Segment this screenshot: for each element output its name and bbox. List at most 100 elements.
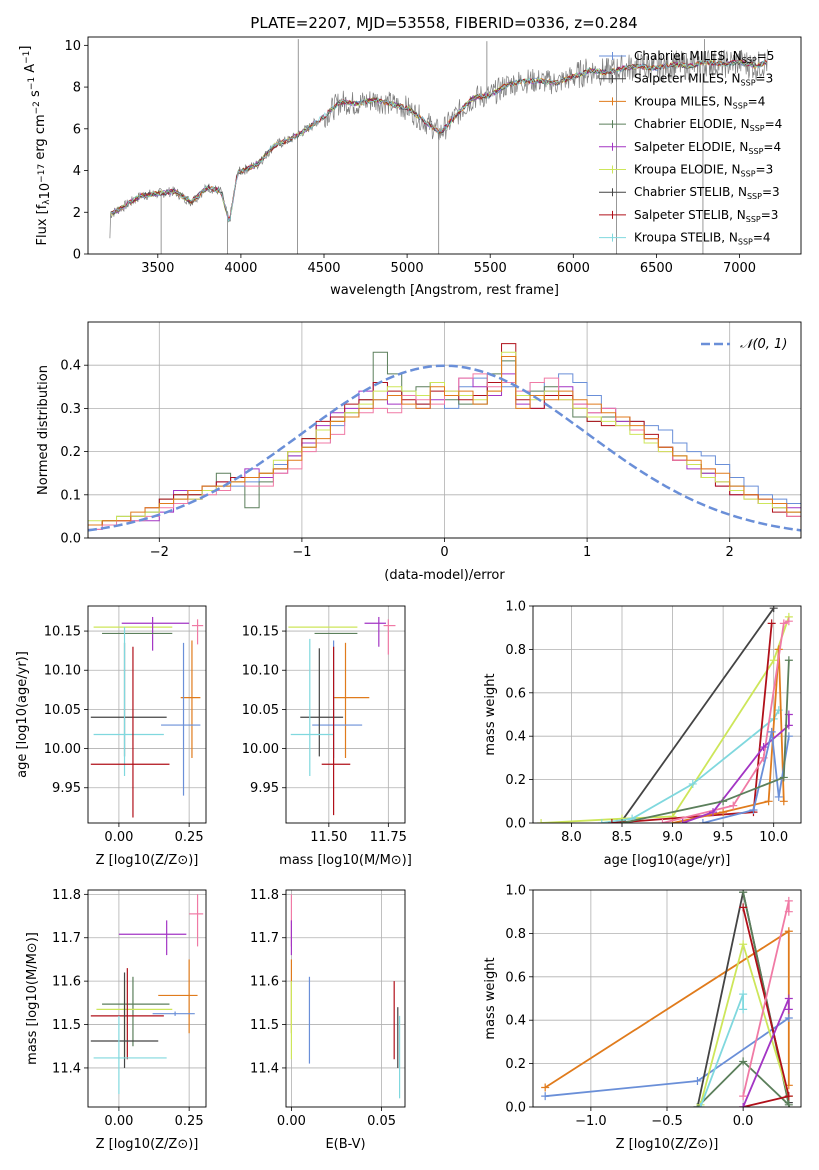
legend-name: Chabrier ELODIE, N [634,117,750,131]
y-tick-label: 0.3 [60,402,81,417]
y-tick-label: 11.4 [250,1061,279,1076]
errorbar-point [90,968,164,1060]
gridlines [88,606,206,823]
y-axis-label-part: s [28,90,43,101]
legend-value: =4 [748,94,766,108]
errorbar-point [118,920,187,956]
y-tick-label: 0.0 [505,817,526,832]
weight-line [699,993,744,1107]
x-tick-label: 5500 [474,261,507,276]
axes-frame [87,889,207,1108]
y-tick-label: 1.0 [505,600,526,615]
y-tick-label: 11.6 [52,975,81,990]
y-tick-label: 10.00 [44,742,81,757]
weight-line [699,940,790,1106]
legend-name: Salpeter STELIB, N [634,208,746,222]
x-tick-label: 8.5 [612,830,633,845]
weight-marker [739,940,748,949]
errorbar-point [90,646,170,818]
legend-subscript: SSP [750,124,765,133]
y-tick-label: 1.0 [505,884,526,899]
weight-marker [607,819,616,823]
legend-subscript: SSP [742,56,757,65]
weight-marker [774,792,783,801]
y-tick-label: 0.2 [60,445,81,460]
x-axis-label: Z [log10(Z/Z⊙)] [96,1137,199,1152]
y-axis-label: mass weight [483,957,498,1039]
legend: 𝒩(0, 1) [701,337,787,352]
figure-title: PLATE=2207, MJD=53558, FIBERID=0336, z=0… [250,14,637,32]
legend-subscript: SSP [738,238,753,247]
weight-marker [709,808,718,817]
x-tick-label: 0.00 [104,830,133,845]
errorbar-point [321,646,351,816]
weight-marker [779,773,788,782]
y-axis-label-part: Flux [f [35,204,50,245]
errorbar-point [102,976,170,1047]
y-tick-label: 11.7 [250,931,279,946]
plot-area [541,890,793,1107]
plot-area [537,606,793,823]
weight-marker [784,896,793,905]
x-tick-label: 0.00 [104,1114,133,1129]
weight-marker [739,1092,748,1101]
weight-marker [597,819,606,823]
plot-area [290,894,401,1099]
y-tick-label: 0.1 [60,488,81,503]
x-tick-label: 0.05 [367,1114,396,1129]
axes-frame [532,605,802,824]
legend-subscript: SSP [741,170,756,179]
errorbar-point [90,972,159,1068]
weight-marker [739,1005,748,1014]
plot-area [90,616,204,818]
legend-value: =4 [765,117,783,131]
errorbar-point [333,642,370,758]
y-axis-label: age [log10(age/yr)] [15,651,30,778]
legend-value: =3 [756,163,774,177]
x-axis-label: Z [log10(Z/Z⊙)] [616,1137,719,1152]
legend-value: =3 [756,72,774,86]
panel-residuals: −2 −1 0 1 2 0.0 0.1 0.2 0.3 0.4 (data-model)/error… [36,321,802,583]
weight-marker [541,1083,550,1092]
weight-marker [784,1014,793,1023]
legend-label: Kroupa ELODIE, NSSP=3 [634,163,773,179]
x-tick-label: 11.75 [370,830,407,845]
y-axis-label-part: A [23,64,38,77]
y-axis-label: mass weight [483,673,498,755]
weight-marker [617,819,626,823]
legend-label: Chabrier STELIB, NSSP=3 [634,185,780,201]
axes-frame [87,36,802,255]
y-tick-label: 11.7 [52,931,81,946]
y-tick-label: 10.05 [242,703,279,718]
y-tick-label: 10.10 [242,664,279,679]
legend-subscript: SSP [747,192,762,201]
y-tick-label: 0.0 [505,1101,526,1116]
axes-frame [532,889,802,1108]
x-axis-label: (data-model)/error [384,568,505,583]
x-tick-label: 4500 [307,261,340,276]
errorbar-point [189,894,204,947]
errorbar-point [152,1011,195,1016]
y-tick-label: 10.10 [44,664,81,679]
x-tick-label: 6500 [640,261,673,276]
legend-subscript: SSP [746,215,761,224]
y-tick-label: 11.4 [52,1061,81,1076]
legend-value: =5 [757,49,775,63]
y-tick-label: 0.2 [505,773,526,788]
x-tick-label: 3500 [141,261,174,276]
y-axis-label-part: 10 [38,183,53,200]
y-axis-label-part: erg cm [33,114,48,163]
x-tick-label: −0.5 [651,1114,683,1129]
legend-value: =3 [762,185,780,199]
legend-label: Salpeter ELODIE, NSSP=4 [634,140,781,156]
x-tick-label: 11.50 [310,830,347,845]
panel-spectrum: 3500 4000 4500 5000 5500 6000 6500 7000 0 2 4 6 8 10 w… [18,36,802,298]
legend-label: Kroupa MILES, NSSP=4 [634,94,765,110]
legend-name: Chabrier MILES, N [634,49,742,63]
weight-marker [541,1092,550,1101]
y-tick-label: 0.2 [505,1057,526,1072]
weight-marker [784,927,793,936]
x-tick-label: −2 [150,545,169,560]
panel-mass-vs-ebv: 0.00 0.05 11.4 11.5 11.6 11.7 11.8 E(B-V) [250,888,406,1152]
x-tick-label: −1.0 [575,1114,607,1129]
